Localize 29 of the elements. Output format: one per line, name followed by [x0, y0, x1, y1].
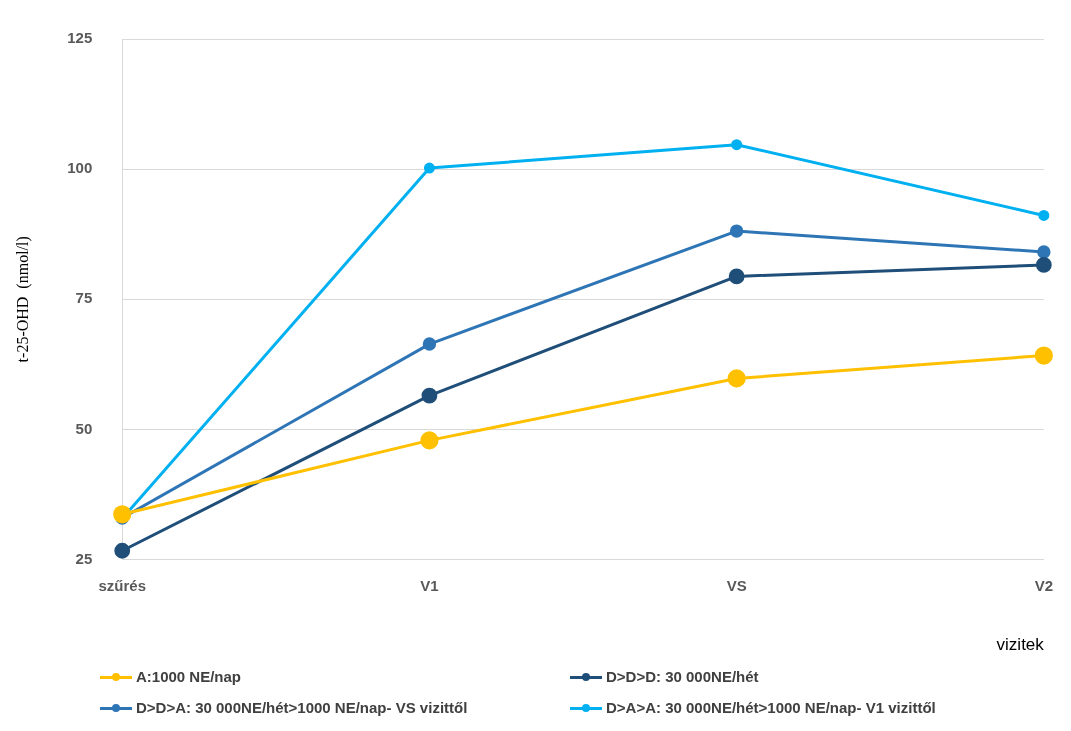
point — [421, 387, 438, 404]
point — [728, 268, 745, 285]
point — [727, 369, 746, 388]
y-axis-title: t-25-OHD (nmol/l) — [13, 236, 32, 363]
legend-label: D>D>A: 30 000NE/hét>1000 NE/nap- VS vizittől — [136, 699, 468, 716]
point — [114, 542, 131, 559]
y-tick-label: 75 — [75, 289, 93, 307]
x-tick-label: V1 — [420, 576, 439, 594]
point — [420, 431, 439, 450]
y-tick-label: 25 — [75, 549, 93, 567]
x-tick-label: VS — [726, 576, 747, 594]
y-tick-label: 100 — [67, 159, 93, 177]
point — [1037, 245, 1051, 259]
legend-label: D>A>A: 30 000NE/hét>1000 NE/nap- V1 vizittől — [606, 699, 936, 716]
legend-label: D>D>D: 30 000NE/hét — [606, 668, 759, 685]
point — [113, 505, 132, 524]
x-axis-title: vizitek — [996, 635, 1045, 655]
x-tick-label: V2 — [1034, 576, 1054, 594]
y-tick-label: 125 — [67, 29, 93, 47]
point — [1034, 346, 1053, 365]
point — [422, 337, 437, 351]
point — [423, 162, 435, 174]
point — [731, 139, 743, 151]
y-tick-label: 50 — [75, 419, 93, 437]
legend-label: A:1000 NE/nap — [136, 668, 242, 685]
point — [1035, 257, 1052, 273]
point — [1038, 209, 1050, 221]
point — [729, 224, 744, 238]
x-tick-label: szűrés — [98, 576, 146, 594]
